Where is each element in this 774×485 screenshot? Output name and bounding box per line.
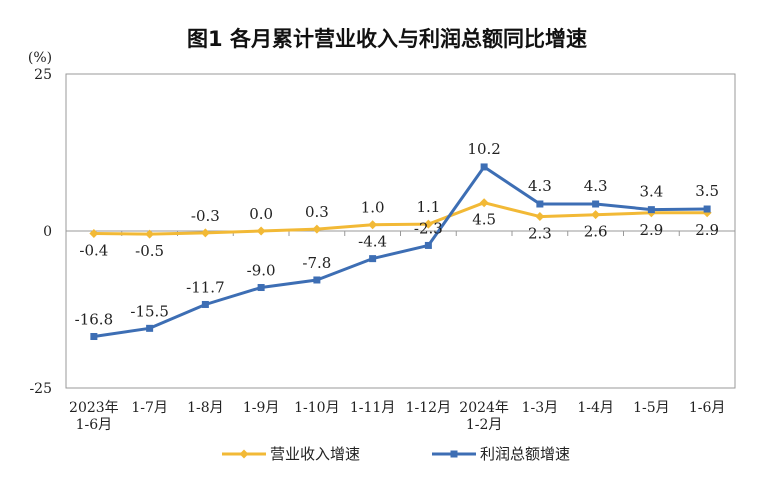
y-tick-label: -25 — [29, 381, 52, 397]
data-label: -0.4 — [79, 242, 108, 260]
x-tick-label: 1-9月 — [243, 400, 280, 416]
data-point-marker — [535, 212, 545, 222]
data-point-marker — [480, 163, 488, 171]
data-label: 1.1 — [416, 198, 440, 216]
x-tick-label: 1-3月 — [522, 400, 559, 416]
data-point-marker — [257, 284, 265, 292]
x-tick-label: 1-4月 — [577, 400, 614, 416]
data-label: -7.8 — [302, 254, 331, 272]
legend-swatch-marker — [239, 449, 249, 459]
data-label: 2.3 — [528, 225, 552, 243]
data-point-marker — [313, 276, 321, 284]
data-point-marker — [479, 198, 489, 208]
legend: 营业收入增速 利润总额增速 — [222, 445, 570, 463]
x-tick-label: 1-10月 — [294, 400, 339, 416]
data-label: -15.5 — [130, 302, 168, 320]
data-point-marker — [89, 229, 99, 239]
y-tick-label: 0 — [43, 224, 52, 240]
x-tick-label: 2024年 — [459, 400, 509, 416]
data-point-marker — [424, 241, 432, 249]
chart-title: 图1 各月累计营业收入与利润总额同比增速 — [187, 27, 587, 51]
x-tick-label: 1-6月 — [76, 417, 113, 433]
data-point-marker — [536, 200, 544, 208]
data-label: 2.9 — [639, 221, 663, 239]
data-label: 3.4 — [639, 183, 663, 201]
data-label: 1.0 — [361, 199, 385, 217]
data-label: -2.3 — [414, 219, 443, 237]
data-label: 4.3 — [528, 177, 552, 195]
x-tick-label: 2023年 — [69, 400, 119, 416]
x-tick-label: 1-5月 — [633, 400, 670, 416]
data-label: -0.3 — [191, 207, 220, 225]
y-tick-label: 25 — [34, 67, 52, 83]
data-label: 4.3 — [584, 177, 608, 195]
data-label: 3.5 — [695, 182, 719, 200]
data-label: 2.6 — [584, 223, 608, 241]
data-label: -0.5 — [135, 242, 164, 260]
data-point-marker — [312, 224, 322, 234]
data-point-marker — [368, 220, 378, 230]
data-label: 4.5 — [472, 211, 496, 229]
data-label: -4.4 — [358, 233, 387, 251]
legend-label: 营业收入增速 — [270, 445, 360, 463]
data-point-marker — [200, 228, 210, 238]
data-label: 0.0 — [249, 205, 273, 223]
data-point-marker — [201, 300, 209, 308]
data-point-marker — [90, 333, 98, 341]
x-tick-label: 1-11月 — [350, 400, 395, 416]
data-point-marker — [146, 324, 154, 332]
data-label: -16.8 — [75, 311, 113, 329]
legend-label: 利润总额增速 — [480, 445, 570, 463]
data-label: 0.3 — [305, 203, 329, 221]
data-point-marker — [369, 255, 377, 263]
series-layer — [89, 163, 712, 341]
x-tick-label: 1-8月 — [187, 400, 224, 416]
data-point-marker — [256, 226, 266, 236]
data-point-marker — [592, 200, 600, 208]
data-label: 2.9 — [695, 221, 719, 239]
data-label: -11.7 — [186, 278, 224, 296]
x-tick-label: 1-12月 — [406, 400, 451, 416]
x-tick-label: 1-6月 — [689, 400, 726, 416]
data-label: -9.0 — [247, 262, 276, 280]
data-point-marker — [423, 219, 433, 229]
data-point-marker — [591, 210, 601, 220]
data-point-marker — [647, 206, 655, 214]
series-line — [93, 165, 708, 338]
series-line — [93, 201, 708, 236]
data-label-layer: -0.4 -0.5 -0.3 0.0 0.3 1.0 1.1 4.5 2.3 2.6 2.9 2.9 -… — [75, 140, 719, 329]
legend-swatch-marker — [450, 450, 458, 458]
x-tick-label: 1-7月 — [131, 400, 168, 416]
data-point-marker — [145, 229, 155, 239]
data-label: 10.2 — [467, 140, 500, 158]
data-point-marker — [703, 205, 711, 213]
x-tick-label: 1-2月 — [466, 417, 503, 433]
y-axis-unit: (%) — [28, 50, 52, 66]
